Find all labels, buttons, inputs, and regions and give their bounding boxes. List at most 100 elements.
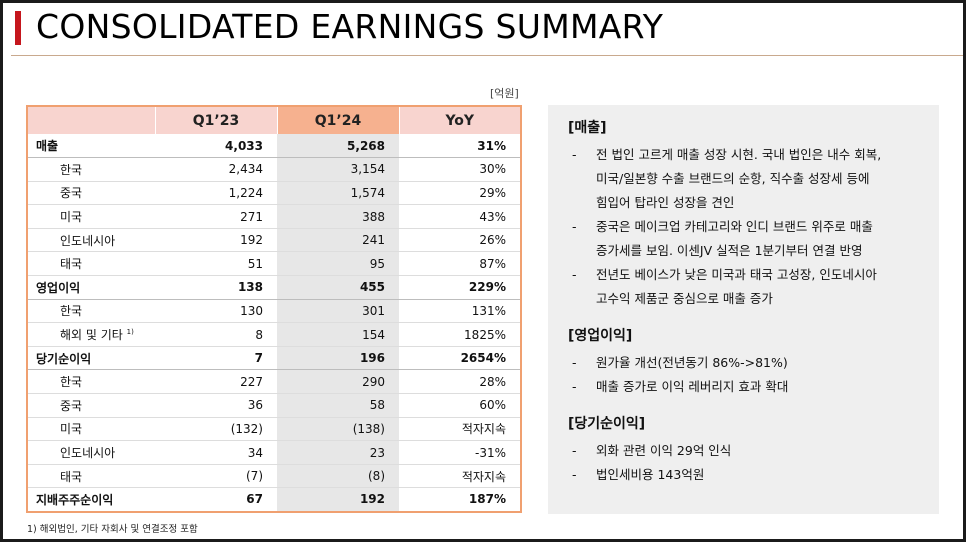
bullet-item: - 원가율 개선(전년동기 86%->81%) <box>568 351 923 375</box>
bullet-line: 전 법인 고르게 매출 성장 시현. 국내 법인은 내수 회복, <box>596 147 882 162</box>
footnote: 1) 해외법인, 기타 자회사 및 연결조정 포함 <box>27 524 198 535</box>
bullet-item: - 전 법인 고르게 매출 성장 시현. 국내 법인은 내수 회복, 미국/일본향 … <box>568 143 923 215</box>
cell-yoy: 26% <box>399 228 521 253</box>
section-heading: [당기순이익] <box>568 416 646 432</box>
cell-q1-23-text: 67 <box>246 492 263 507</box>
table-row: 한국 227 290 28% <box>27 369 521 395</box>
row-label: 인도네시아 <box>27 228 155 253</box>
row-label: 미국 <box>27 417 155 442</box>
cell-q1-24: (138) <box>277 417 399 442</box>
cell-yoy: 적자지속 <box>399 464 521 489</box>
bullet-item: - 매출 증가로 이익 레버리지 효과 확대 <box>568 375 923 399</box>
cell-yoy: 43% <box>399 204 521 229</box>
cell-q1-23: (132) <box>155 417 277 442</box>
table-row: 인도네시아 34 23 -31% <box>27 440 521 465</box>
cell-q1-24: 58 <box>277 393 399 418</box>
bullet-line: 중국은 메이크업 카테고리와 인디 브랜드 위주로 매출 <box>596 219 873 234</box>
cell-yoy: 적자지속 <box>399 417 521 442</box>
bullet-line: 힘입어 탑라인 성장을 견인 <box>596 195 735 210</box>
commentary-panel: [매출] - 전 법인 고르게 매출 성장 시현. 국내 법인은 내수 회복, 미국/… <box>548 105 939 514</box>
bullet-line: 매출 증가로 이익 레버리지 효과 확대 <box>596 379 789 394</box>
bullet-line: 원가율 개선(전년동기 86%->81%) <box>596 355 788 370</box>
cell-q1-24-text: 154 <box>362 327 385 342</box>
table-row: 태국 (7) (8) 적자지속 <box>27 464 521 489</box>
bullet-line: 전년도 베이스가 낮은 미국과 태국 고성장, 인도네시아 <box>596 267 877 282</box>
bullet-line: 미국/일본향 수출 브랜드의 순항, 직수출 성장세 등에 <box>596 171 870 186</box>
cell-yoy-text: 1825% <box>464 327 506 342</box>
cell-q1-23-text: 227 <box>240 374 263 389</box>
cell-yoy: 131% <box>399 299 521 324</box>
cell-q1-24-text: 192 <box>359 492 385 507</box>
cell-q1-24-text: 5,268 <box>347 138 385 153</box>
table-row: 당기순이익 7 196 2654% <box>27 346 521 371</box>
cell-yoy-text: 131% <box>471 303 506 318</box>
table-row: 중국 36 58 60% <box>27 393 521 418</box>
row-label: 중국 <box>27 393 155 418</box>
cell-q1-24-text: (8) <box>368 469 385 484</box>
cell-q1-23: 2,434 <box>155 157 277 182</box>
row-label: 당기순이익 <box>27 346 155 371</box>
cell-q1-23: 36 <box>155 393 277 418</box>
cell-yoy-text: -31% <box>474 445 506 460</box>
row-label-text: 한국 <box>60 162 83 177</box>
header-blank <box>27 106 156 134</box>
cell-q1-24-text: 58 <box>369 398 385 413</box>
row-label: 해외 및 기타 1) <box>27 322 155 347</box>
bullet-item: - 전년도 베이스가 낮은 미국과 태국 고성장, 인도네시아 고수익 제품군 중심… <box>568 263 923 311</box>
cell-yoy-text: 31% <box>477 138 506 153</box>
row-label-text: 미국 <box>60 210 83 225</box>
cell-q1-24-text: 95 <box>369 256 385 271</box>
cell-q1-24-text: 388 <box>362 209 385 224</box>
row-label-text: 인도네시아 <box>60 233 116 248</box>
cell-q1-23-text: 130 <box>240 303 263 318</box>
table-row: 중국 1,224 1,574 29% <box>27 181 521 206</box>
cell-q1-23-text: 192 <box>240 233 263 248</box>
cell-q1-23-text: 2,434 <box>228 162 263 177</box>
cell-q1-24-text: 3,154 <box>350 162 385 177</box>
table-row: 인도네시아 192 241 26% <box>27 228 521 253</box>
cell-q1-24: 95 <box>277 251 399 277</box>
bullet-dash: - <box>572 467 577 482</box>
bullet-item: - 중국은 메이크업 카테고리와 인디 브랜드 위주로 매출 증가세를 보임. 이센… <box>568 215 923 263</box>
bullet-item: - 외화 관련 이익 29억 인식 <box>568 439 923 463</box>
row-label: 태국 <box>27 251 155 277</box>
cell-yoy-text: 29% <box>479 185 506 200</box>
cell-q1-24: 1,574 <box>277 181 399 206</box>
row-label-text: 당기순이익 <box>36 351 92 366</box>
cell-yoy: 30% <box>399 157 521 182</box>
row-label-text: 태국 <box>60 257 83 272</box>
table-header-row: Q1’23 Q1’24 YoY <box>27 106 522 134</box>
cell-yoy: -31% <box>399 440 521 465</box>
cell-yoy: 229% <box>399 275 521 300</box>
cell-q1-24: 5,268 <box>277 134 399 159</box>
bullet-dash: - <box>572 147 577 162</box>
cell-yoy-text: 229% <box>468 280 506 295</box>
cell-yoy-text: 적자지속 <box>461 469 506 484</box>
row-label: 지배주주순이익 <box>27 487 155 512</box>
table-row: 한국 2,434 3,154 30% <box>27 157 521 182</box>
cell-yoy-text: 30% <box>479 162 506 177</box>
cell-q1-24: 196 <box>277 346 399 371</box>
cell-q1-23: 227 <box>155 369 277 395</box>
cell-yoy-text: 187% <box>468 492 506 507</box>
cell-q1-24-text: 196 <box>359 351 385 366</box>
cell-q1-23: 192 <box>155 228 277 253</box>
cell-q1-23-text: 51 <box>247 256 263 271</box>
row-label-text: 중국 <box>60 186 83 201</box>
row-label-text: 한국 <box>60 304 83 319</box>
footnote-marker: 1) <box>126 328 134 337</box>
cell-q1-24: (8) <box>277 464 399 489</box>
cell-yoy: 28% <box>399 369 521 395</box>
cell-q1-23-text: 8 <box>255 327 263 342</box>
bullet-line: 법인세비용 143억원 <box>596 467 705 482</box>
cell-q1-23: 67 <box>155 487 277 512</box>
cell-q1-23-text: 34 <box>247 445 263 460</box>
bullet-line: 외화 관련 이익 29억 인식 <box>596 443 732 458</box>
row-label: 한국 <box>27 157 155 182</box>
bullet-dash: - <box>572 355 577 370</box>
cell-yoy-text: 43% <box>479 209 506 224</box>
earnings-table: Q1’23 Q1’24 YoY 매출 4,033 5,268 31% 한국 2,434 3,… <box>26 105 522 513</box>
cell-q1-24-text: 23 <box>369 445 385 460</box>
header-q1-23: Q1’23 <box>155 106 278 134</box>
cell-q1-23-text: 4,033 <box>225 138 263 153</box>
